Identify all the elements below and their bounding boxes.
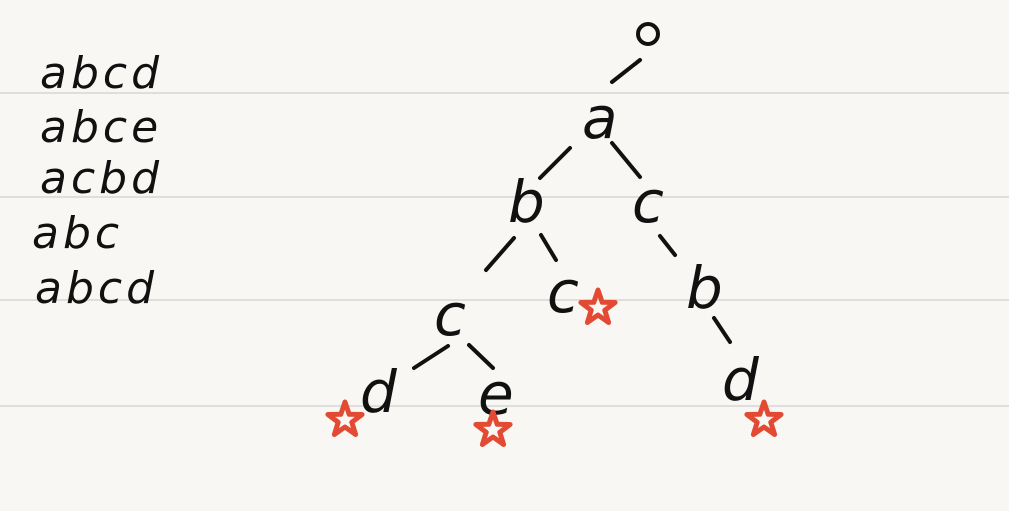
root-node bbox=[636, 22, 660, 46]
edge-b-cleaf bbox=[539, 233, 558, 262]
node-d-left: d bbox=[360, 358, 398, 426]
node-c-mid: c bbox=[434, 281, 466, 349]
edge-b-c bbox=[484, 236, 516, 272]
node-b: b bbox=[508, 168, 545, 236]
word-item: abcd bbox=[40, 48, 163, 99]
end-star-icon bbox=[578, 287, 618, 325]
node-d-right: d bbox=[722, 346, 760, 414]
end-star-icon bbox=[744, 399, 784, 437]
node-c-leaf: c bbox=[547, 258, 579, 326]
edge-b-d bbox=[712, 316, 732, 344]
word-list: abcd abce acbd abc abcd bbox=[32, 48, 163, 314]
end-star-icon bbox=[473, 409, 513, 447]
edge-a-c bbox=[610, 141, 642, 179]
edge-a-b bbox=[538, 146, 572, 180]
edge-c-e bbox=[467, 343, 495, 370]
edge-c-b bbox=[658, 234, 677, 257]
node-a: a bbox=[582, 84, 618, 152]
node-c-top: c bbox=[632, 168, 664, 236]
trie-nodes: a b c c c b d e d bbox=[360, 22, 760, 428]
end-markers bbox=[325, 287, 784, 447]
ruled-lines bbox=[0, 92, 1009, 407]
edge-c-d bbox=[412, 344, 450, 370]
end-star-icon bbox=[325, 399, 365, 437]
node-b-right: b bbox=[686, 254, 723, 322]
word-item: abce bbox=[40, 102, 162, 153]
word-item: abc bbox=[32, 208, 123, 259]
trie-edges bbox=[412, 58, 732, 370]
word-item: acbd bbox=[40, 153, 163, 204]
word-item: abcd bbox=[35, 263, 158, 314]
edge-root-a bbox=[610, 58, 642, 84]
